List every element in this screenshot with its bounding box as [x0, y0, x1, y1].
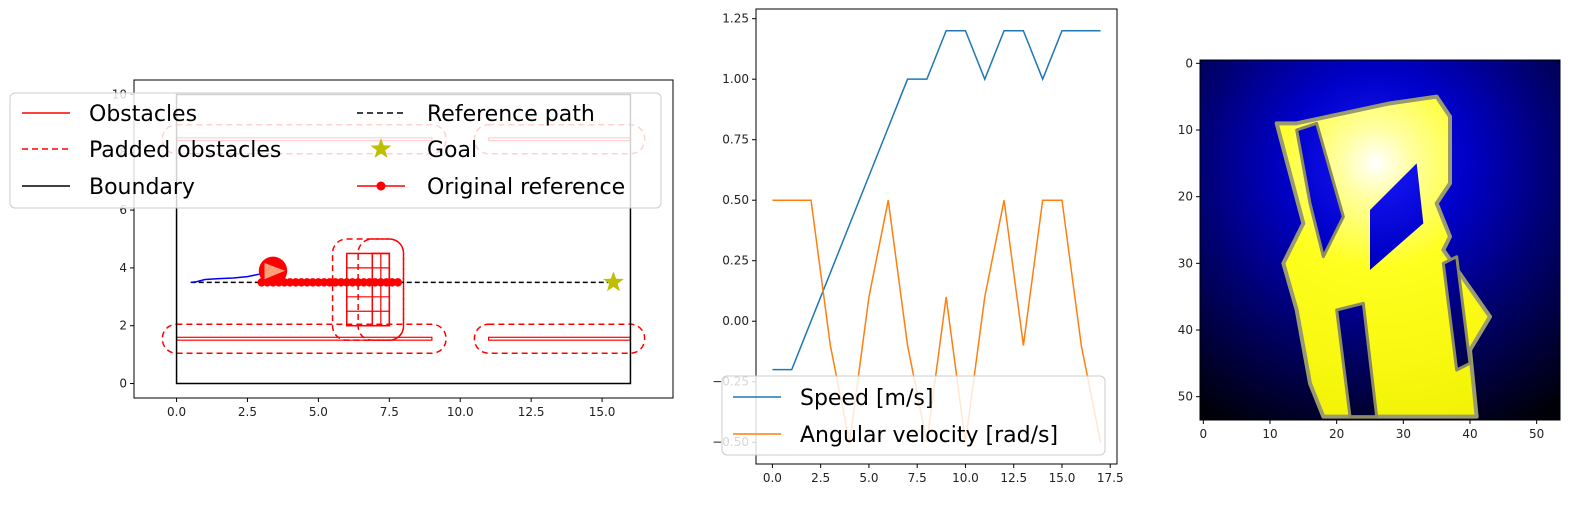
series-line-1 — [772, 199, 1102, 443]
velocity-xtick-label-1: 2.5 — [811, 471, 830, 485]
heatmap-hole-0 — [1295, 121, 1345, 259]
velocity-ytick-label-5: 0.75 — [722, 133, 749, 147]
goal-marker — [602, 271, 624, 292]
map-legend-label-0: Obstacles — [89, 102, 197, 127]
heatmap-notch — [1370, 163, 1424, 270]
velocity-plot: 0.02.55.07.510.012.515.017.5−0.50−0.250.… — [712, 8, 1124, 485]
heatmap-ytick-label-0: 0 — [1185, 56, 1193, 70]
velocity-legend-box — [721, 375, 1106, 456]
heatmap-xtick-label-5: 50 — [1529, 427, 1544, 441]
heatmap-ytick-label-4: 40 — [1178, 323, 1193, 337]
map-legend-handle-dot-5 — [376, 181, 386, 191]
original-reference-point-24 — [393, 278, 403, 287]
velocity-ytick-label-6: 1.00 — [722, 72, 749, 86]
velocity-plot-content — [772, 30, 1102, 443]
heatmap-frame — [1199, 59, 1561, 421]
map-xtick-label-2: 5.0 — [309, 405, 328, 419]
heatmap-ytick-label-2: 20 — [1178, 190, 1193, 204]
map-ytick-label-3: 6 — [119, 203, 127, 217]
map-xtick-label-3: 7.5 — [380, 405, 399, 419]
map-legend-label-2: Boundary — [89, 175, 195, 200]
map-legend-label-1: Padded obstacles — [89, 138, 281, 163]
heatmap-xtick-label-3: 30 — [1396, 427, 1411, 441]
velocity-legend: Speed [m/s] Angular velocity [rad/s] — [721, 375, 1106, 456]
padded-wall-1 — [473, 323, 646, 354]
heatmap-ytick-label-3: 30 — [1178, 256, 1193, 270]
map-legend-box — [9, 92, 662, 209]
velocity-xtick-label-6: 15.0 — [1049, 471, 1076, 485]
map-legend-handle-4 — [370, 138, 392, 158]
map-xtick-label-1: 2.5 — [238, 405, 257, 419]
map-xtick-label-5: 12.5 — [518, 405, 545, 419]
map-ytick-label-0: 0 — [119, 377, 127, 391]
heatmap-hole-1 — [1335, 301, 1379, 419]
heatmap-ytick-label-5: 50 — [1178, 390, 1193, 404]
velocity-xtick-label-5: 12.5 — [1000, 471, 1027, 485]
velocity-ytick-label-4: 0.50 — [722, 193, 749, 207]
heatmap-plot: 0 10 20 30 40 50 0 10 20 30 40 50 — [1178, 56, 1561, 441]
heatmap-xtick-label-4: 40 — [1462, 427, 1477, 441]
map-xtick-label-0: 0.0 — [167, 405, 186, 419]
map-plot: 0.02.55.07.510.012.515.00246810 Obstacle… — [9, 79, 674, 419]
velocity-xtick-label-0: 0.0 — [763, 471, 782, 485]
velocity-ytick-label-2: 0.00 — [722, 314, 749, 328]
map-ytick-label-2: 4 — [119, 261, 127, 275]
velocity-legend-label-1: Angular velocity [rad/s] — [800, 423, 1058, 448]
velocity-ytick-label-3: 0.25 — [722, 254, 749, 268]
heatmap-xtick-label-0: 0 — [1200, 427, 1208, 441]
map-legend-label-5: Original reference — [427, 175, 625, 200]
heatmap-image — [1200, 60, 1560, 420]
robot-heading — [264, 262, 286, 280]
heatmap-xtick-label-2: 20 — [1329, 427, 1344, 441]
map-xtick-label-4: 10.0 — [447, 405, 474, 419]
velocity-legend-label-0: Speed [m/s] — [800, 386, 933, 411]
heatmap-xtick-label-1: 10 — [1262, 427, 1277, 441]
velocity-xtick-label-3: 7.5 — [908, 471, 927, 485]
padded-obstacle-b — [357, 238, 405, 341]
heatmap-ticks: 0 10 20 30 40 50 0 10 20 30 40 50 — [1178, 56, 1545, 441]
map-legend: Obstacles Padded obstacles Boundary Referen… — [9, 92, 662, 209]
map-legend-label-3: Reference path — [427, 102, 595, 127]
heatmap-hole-2 — [1441, 255, 1472, 372]
map-ytick-label-1: 2 — [119, 319, 127, 333]
velocity-xtick-label-4: 10.0 — [952, 471, 979, 485]
velocity-ytick-label-7: 1.25 — [722, 12, 749, 26]
velocity-xtick-label-2: 5.0 — [859, 471, 878, 485]
series-line-0 — [772, 30, 1101, 371]
map-xtick-label-6: 15.0 — [589, 405, 616, 419]
map-legend-label-4: Goal — [427, 138, 477, 163]
heatmap-ytick-label-1: 10 — [1178, 123, 1193, 137]
velocity-xtick-label-7: 17.5 — [1097, 471, 1124, 485]
